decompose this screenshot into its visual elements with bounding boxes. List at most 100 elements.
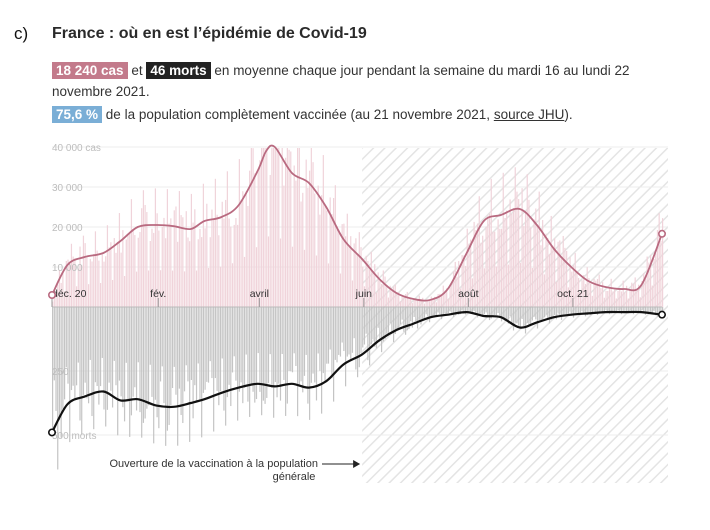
case-bar: [247, 205, 249, 307]
deaths-average-line: [51, 310, 663, 433]
death-bar: [435, 307, 438, 317]
case-bar: [528, 199, 530, 307]
case-bar: [81, 265, 83, 307]
death-bar: [392, 307, 395, 343]
case-bar: [591, 295, 593, 307]
month-label: oct. 21: [557, 288, 589, 300]
case-bar: [324, 204, 326, 307]
case-bar: [339, 273, 342, 307]
death-bar: [519, 307, 521, 328]
case-bar: [480, 242, 482, 307]
case-bar: [96, 250, 98, 307]
cases-start-point: [47, 290, 56, 299]
case-bar: [151, 228, 153, 307]
case-bar: [391, 291, 393, 307]
case-bar: [547, 237, 549, 307]
cases-average-line: [51, 144, 663, 302]
case-bar: [662, 218, 664, 307]
case-bar: [115, 252, 117, 307]
death-bar: [262, 307, 264, 401]
death-bar: [545, 307, 547, 315]
case-bar: [58, 270, 61, 307]
death-bar: [423, 307, 426, 321]
death-bar: [581, 307, 583, 312]
death-bar: [231, 307, 234, 373]
case-bar: [569, 257, 571, 307]
death-bar: [447, 307, 450, 314]
case-bar: [230, 226, 232, 307]
case-bar: [72, 256, 74, 307]
death-bar: [593, 307, 595, 311]
case-bar: [350, 236, 352, 307]
death-bar: [516, 307, 518, 324]
death-bar: [636, 307, 638, 312]
source-link[interactable]: source JHU: [493, 107, 565, 122]
case-bar: [254, 173, 256, 307]
death-bar: [384, 307, 386, 339]
case-bar: [494, 231, 496, 307]
death-bar: [446, 307, 448, 314]
death-bar: [480, 307, 482, 315]
death-bar: [607, 307, 609, 312]
death-bar: [149, 307, 151, 365]
death-bar: [185, 307, 187, 366]
death-bar: [252, 307, 254, 392]
case-bar: [368, 269, 371, 307]
death-bar: [346, 307, 348, 357]
deaths-tick-label: 500 morts: [52, 431, 96, 442]
case-bar: [336, 226, 338, 307]
death-bar: [466, 307, 468, 312]
case-bar: [593, 278, 595, 307]
death-bar: [650, 307, 652, 313]
death-bar: [72, 307, 74, 386]
case-bar: [216, 214, 218, 307]
death-bar: [387, 307, 390, 336]
death-bar: [648, 307, 650, 313]
death-bar: [77, 307, 79, 363]
case-bar: [476, 223, 479, 307]
case-bar: [84, 243, 86, 307]
death-bar: [595, 307, 597, 313]
case-bar: [644, 279, 647, 307]
case-bar: [555, 281, 557, 307]
case-bar: [211, 209, 213, 307]
case-bar: [99, 283, 102, 307]
case-bar: [170, 218, 172, 307]
case-bar: [658, 213, 660, 307]
case-bar: [439, 293, 441, 307]
death-bar: [163, 307, 165, 404]
case-bar: [406, 291, 408, 307]
case-bar: [656, 229, 659, 307]
death-bar: [653, 307, 655, 311]
death-bar: [542, 307, 544, 320]
case-bar: [290, 151, 292, 307]
case-bar: [360, 247, 362, 307]
death-bar: [656, 307, 659, 317]
death-bar: [602, 307, 604, 314]
case-bar: [79, 246, 81, 307]
death-bar: [471, 307, 474, 313]
annotation-text: générale: [273, 471, 316, 483]
case-bar: [458, 261, 460, 307]
case-bar: [512, 208, 515, 307]
death-bar: [339, 307, 342, 357]
case-bar: [511, 213, 513, 307]
death-bar: [103, 307, 105, 410]
case-bar: [94, 231, 97, 307]
case-bar: [314, 193, 316, 307]
death-bar: [487, 307, 489, 317]
death-bar: [622, 307, 624, 313]
case-bar: [576, 272, 578, 307]
case-bar: [447, 298, 450, 307]
case-bar: [334, 185, 336, 307]
case-bar: [139, 232, 141, 307]
case-bar: [588, 278, 590, 307]
case-bar: [422, 297, 424, 307]
death-bar: [108, 307, 110, 383]
death-bar: [206, 307, 208, 382]
death-bar: [336, 307, 338, 363]
case-bar: [435, 302, 438, 307]
month-label: avril: [250, 288, 269, 300]
death-bar: [571, 307, 573, 316]
death-bar: [52, 307, 54, 432]
